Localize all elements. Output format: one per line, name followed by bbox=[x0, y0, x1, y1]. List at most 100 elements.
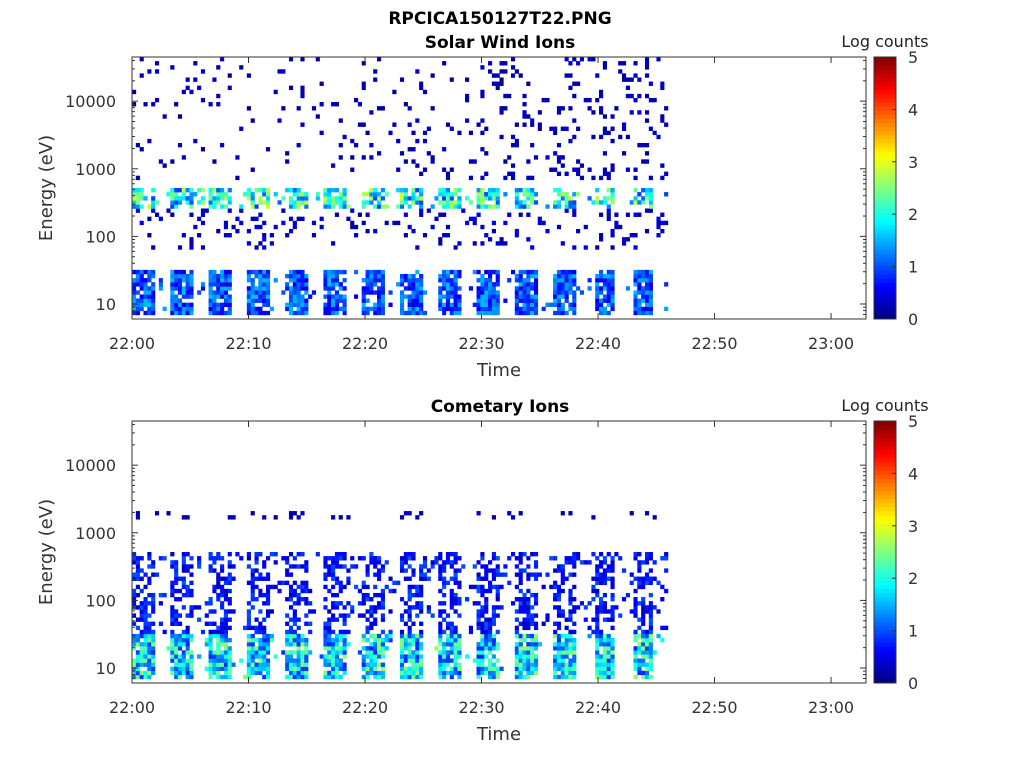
heatmap-cell bbox=[227, 273, 232, 279]
heatmap-cell bbox=[514, 572, 519, 577]
heatmap-cell bbox=[269, 633, 274, 639]
heatmap-cell bbox=[625, 237, 630, 242]
heatmap-cell bbox=[262, 278, 267, 283]
heatmap-cell bbox=[147, 216, 152, 222]
heatmap-cell bbox=[560, 568, 565, 573]
colorbar-segment bbox=[874, 646, 896, 651]
heatmap-cell bbox=[411, 572, 416, 577]
heatmap-cell bbox=[442, 61, 447, 66]
heatmap-cell bbox=[453, 580, 458, 586]
heatmap-cell bbox=[419, 662, 424, 667]
heatmap-cell bbox=[331, 306, 336, 312]
heatmap-cell bbox=[533, 286, 539, 291]
heatmap-cell bbox=[308, 588, 313, 594]
heatmap-cell bbox=[407, 654, 412, 659]
heatmap-cell bbox=[644, 572, 650, 577]
heatmap-cell bbox=[216, 310, 221, 316]
colorbar-segment bbox=[874, 204, 896, 209]
heatmap-cell bbox=[491, 192, 496, 197]
heatmap-cell bbox=[476, 617, 481, 622]
heatmap-cell bbox=[216, 646, 221, 651]
heatmap-cell bbox=[220, 306, 225, 312]
heatmap-cell bbox=[476, 674, 481, 680]
heatmap-cell bbox=[587, 601, 592, 606]
heatmap-cell bbox=[599, 106, 604, 111]
heatmap-cell bbox=[223, 592, 228, 598]
heatmap-cell bbox=[288, 216, 294, 222]
heatmap-cell bbox=[415, 200, 420, 205]
heatmap-cell bbox=[572, 597, 577, 602]
heatmap-cell bbox=[533, 560, 539, 565]
heatmap-cell bbox=[602, 196, 607, 201]
heatmap-cell bbox=[147, 564, 152, 569]
colorbar-segment bbox=[874, 286, 896, 291]
heatmap-cell bbox=[254, 245, 259, 250]
heatmap-cell bbox=[445, 286, 451, 291]
heatmap-cell bbox=[445, 196, 451, 201]
heatmap-cell bbox=[388, 637, 393, 643]
heatmap-cell bbox=[181, 629, 186, 635]
heatmap-cell bbox=[262, 233, 267, 238]
heatmap-cell bbox=[415, 188, 420, 193]
heatmap-cell bbox=[514, 584, 519, 590]
heatmap-cell bbox=[648, 196, 653, 201]
heatmap-cell bbox=[380, 642, 385, 647]
heatmap-cell bbox=[442, 646, 447, 651]
heatmap-cell bbox=[576, 552, 581, 557]
heatmap-cell bbox=[331, 674, 336, 680]
heatmap-cell bbox=[576, 81, 581, 86]
heatmap-cell bbox=[415, 646, 420, 651]
heatmap-cell bbox=[560, 658, 565, 663]
heatmap-cell bbox=[132, 310, 137, 316]
heatmap-cell bbox=[189, 89, 194, 95]
heatmap-cell bbox=[442, 167, 447, 172]
heatmap-cell bbox=[361, 220, 366, 226]
heatmap-cell bbox=[147, 601, 152, 606]
heatmap-cell bbox=[641, 188, 646, 193]
heatmap-cell bbox=[660, 637, 665, 643]
heatmap-cell bbox=[564, 57, 569, 62]
heatmap-cell bbox=[453, 282, 458, 287]
heatmap-cell bbox=[285, 633, 290, 639]
heatmap-cell bbox=[227, 609, 232, 614]
heatmap-cell bbox=[338, 633, 343, 639]
heatmap-cell bbox=[185, 662, 190, 667]
heatmap-cell bbox=[147, 580, 152, 586]
heatmap-cell bbox=[181, 662, 186, 667]
heatmap-cell bbox=[288, 642, 294, 647]
heatmap-cell bbox=[648, 629, 653, 635]
heatmap-cell bbox=[392, 220, 397, 226]
heatmap-cell bbox=[212, 650, 217, 655]
colorbar-segment bbox=[874, 122, 896, 128]
heatmap-cell bbox=[633, 167, 638, 172]
heatmap-cell bbox=[595, 306, 600, 312]
panel-title-solar-wind: Solar Wind Ions bbox=[425, 33, 576, 53]
heatmap-cell bbox=[193, 192, 198, 197]
heatmap-cell bbox=[151, 282, 156, 287]
heatmap-cell bbox=[334, 564, 340, 569]
colorbar-segment bbox=[874, 498, 896, 504]
colorbar-segment bbox=[874, 531, 896, 537]
heatmap-cell bbox=[530, 294, 535, 299]
heatmap-cell bbox=[610, 245, 615, 250]
heatmap-cell bbox=[465, 220, 470, 226]
heatmap-cell bbox=[243, 625, 248, 631]
heatmap-cell bbox=[223, 302, 228, 308]
heatmap-cell bbox=[357, 212, 362, 217]
heatmap-cell bbox=[331, 188, 336, 193]
heatmap-cell bbox=[380, 310, 385, 316]
heatmap-cell bbox=[296, 294, 301, 299]
heatmap-cell bbox=[491, 670, 496, 676]
heatmap-cell bbox=[422, 572, 428, 577]
heatmap-cell bbox=[419, 81, 424, 86]
heatmap-cell bbox=[468, 159, 473, 164]
heatmap-cell bbox=[648, 658, 653, 663]
heatmap-cell bbox=[174, 670, 179, 676]
colorbar-tick-label: 2 bbox=[908, 569, 918, 588]
heatmap-cell bbox=[407, 658, 412, 663]
heatmap-cell bbox=[553, 126, 558, 131]
heatmap-cell bbox=[262, 298, 267, 303]
heatmap-cell bbox=[644, 302, 650, 308]
heatmap-cell bbox=[403, 196, 408, 201]
heatmap-cell bbox=[227, 73, 232, 78]
